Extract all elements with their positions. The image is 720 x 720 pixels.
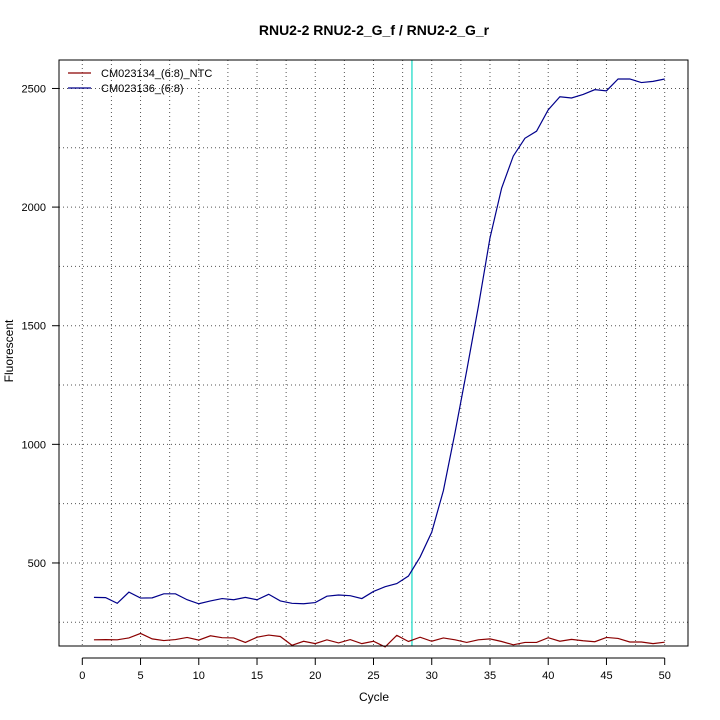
y-axis-label: Fluorescent <box>2 319 16 382</box>
x-tick-label: 10 <box>193 670 205 682</box>
y-tick-label: 2500 <box>22 83 46 95</box>
x-tick-label: 20 <box>309 670 321 682</box>
series-line-2 <box>93 78 665 605</box>
x-tick-label: 25 <box>367 670 379 682</box>
series-layer <box>93 78 665 648</box>
y-tick-label: 2000 <box>22 202 46 214</box>
x-tick-label: 15 <box>251 670 263 682</box>
x-tick-label: 50 <box>659 670 671 682</box>
legend-label-2: CM023136_(6:8) <box>101 83 184 95</box>
plot-frame <box>58 59 689 647</box>
series-line-1 <box>93 632 665 648</box>
x-tick-label: 30 <box>426 670 438 682</box>
x-tick-label: 5 <box>137 670 143 682</box>
chart-title: RNU2-2 RNU2-2_G_f / RNU2-2_G_r <box>259 22 490 38</box>
x-tick-label: 35 <box>484 670 496 682</box>
y-tick-label: 1500 <box>22 321 46 333</box>
grid <box>59 60 688 646</box>
legend: CM023134_(6:8)_NTC CM023136_(6:8) <box>68 68 212 95</box>
y-tick-label: 500 <box>28 558 46 570</box>
y-tick-label: 1000 <box>22 439 46 451</box>
x-axis-label: Cycle <box>359 690 389 704</box>
x-tick-label: 45 <box>600 670 612 682</box>
x-tick-label: 0 <box>79 670 85 682</box>
x-axis: 0 5 10 15 20 25 30 35 40 45 50 <box>79 657 671 682</box>
legend-label-1: CM023134_(6:8)_NTC <box>101 68 212 80</box>
x-tick-label: 40 <box>542 670 554 682</box>
y-axis: 500 1000 1500 2000 2500 <box>22 83 60 570</box>
